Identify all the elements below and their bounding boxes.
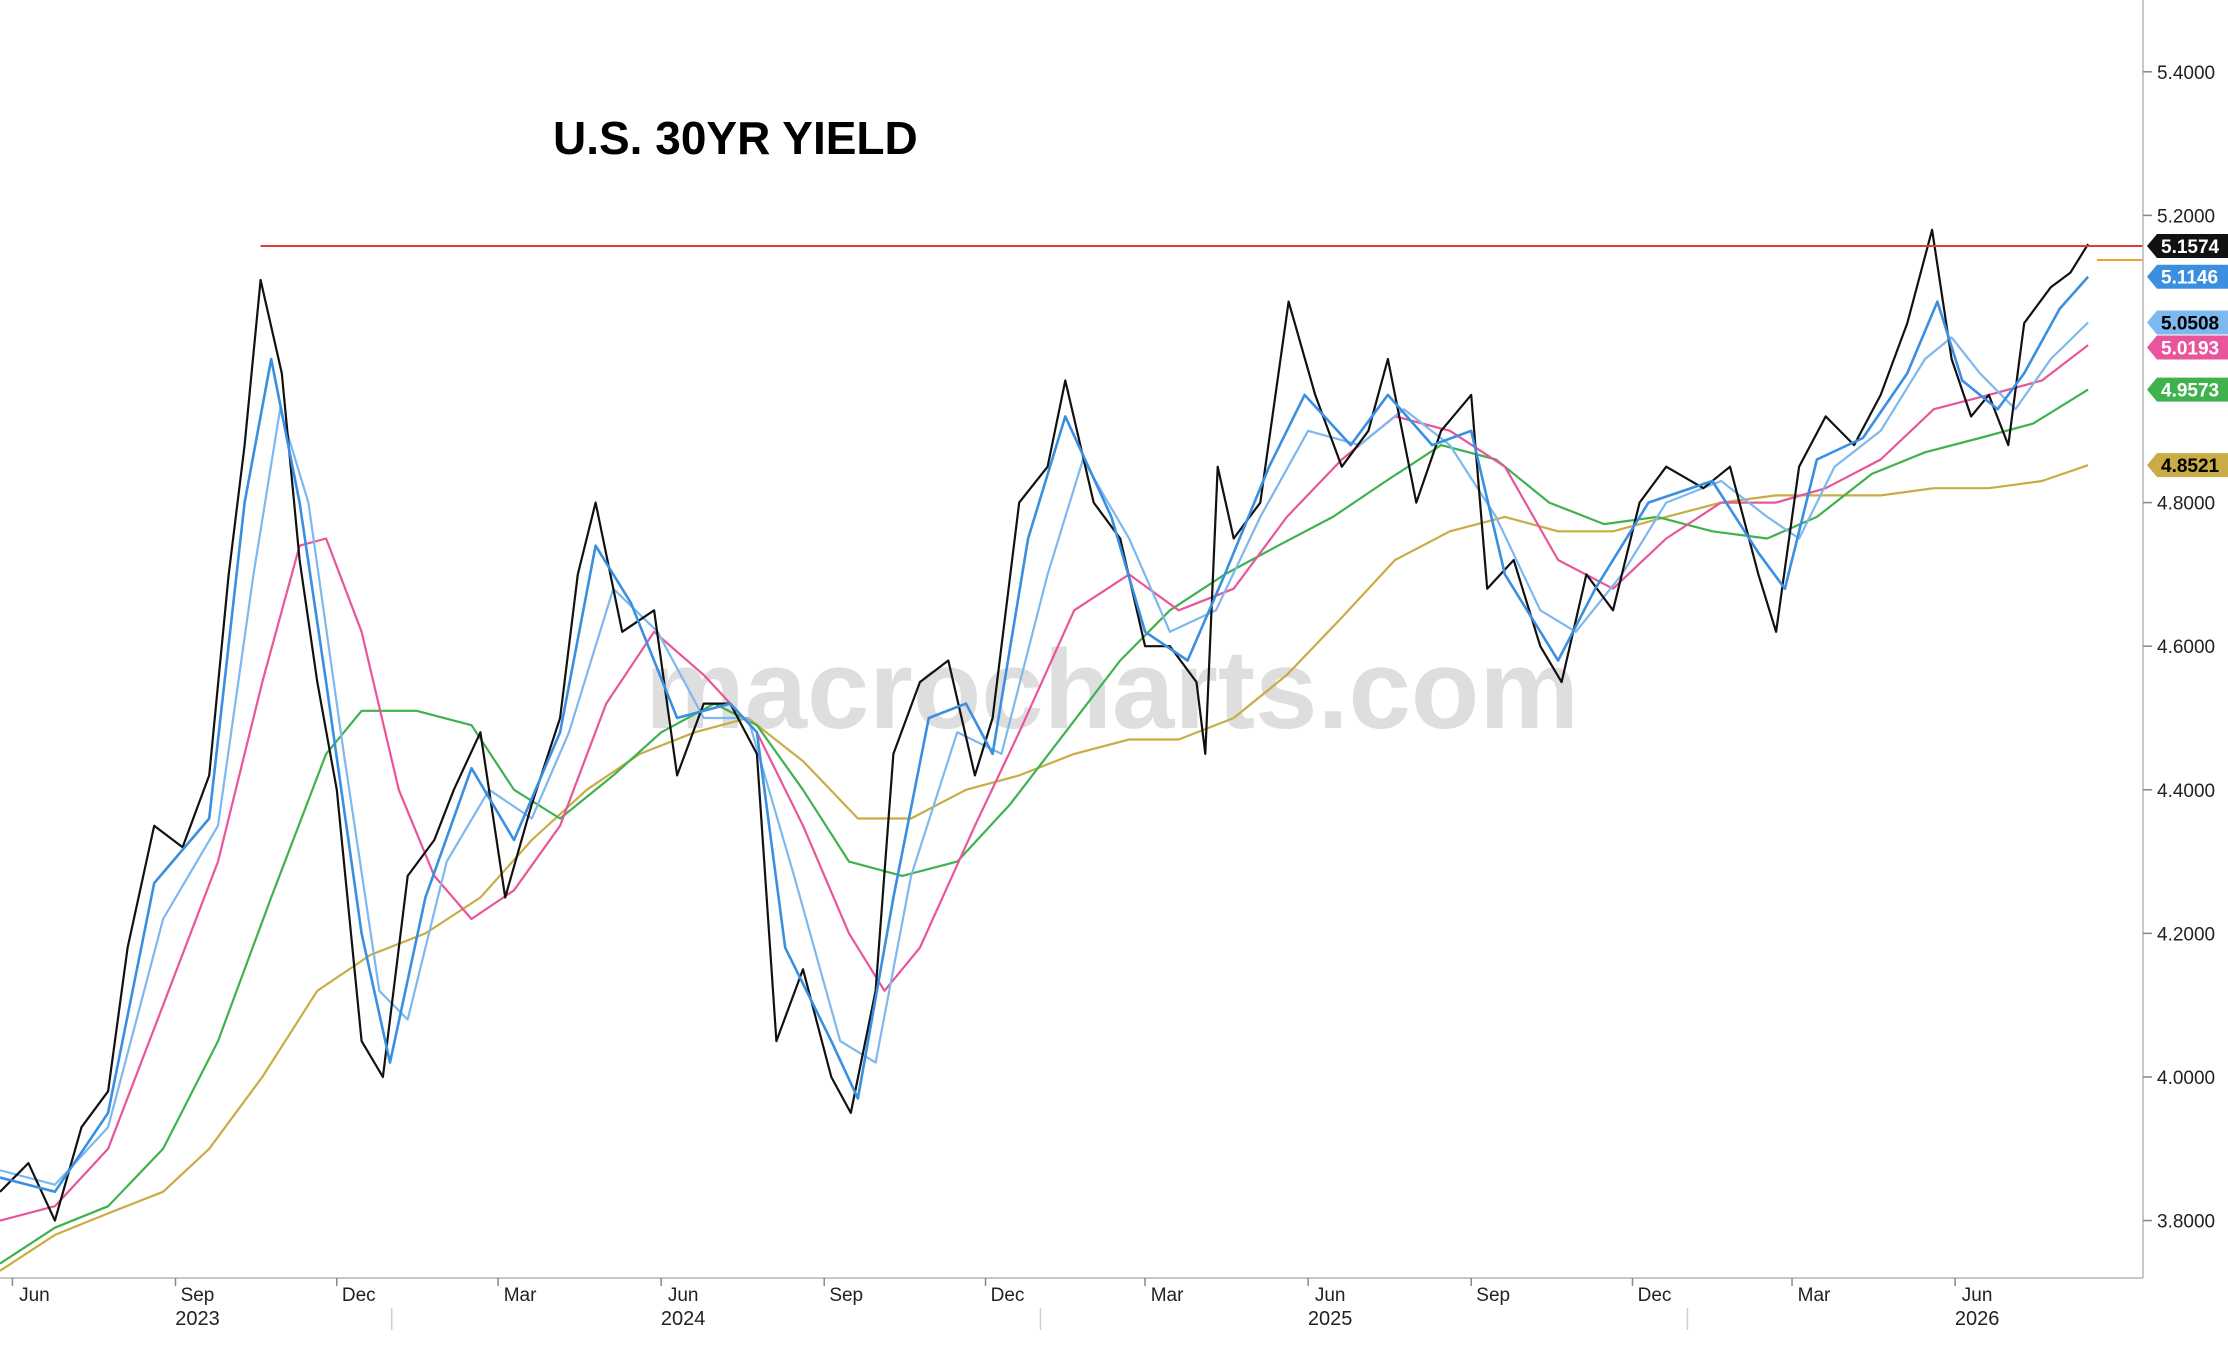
last-value-badge xyxy=(2147,310,2228,335)
x-tick-label: Sep xyxy=(181,1285,215,1306)
x-tick-label: Jun xyxy=(19,1285,50,1306)
series-layer xyxy=(0,228,2090,1272)
last-value-label: 5.1146 xyxy=(2161,268,2218,289)
watermark-layer: macrocharts.com xyxy=(645,627,1579,752)
last-value-label: 5.1574 xyxy=(2161,237,2220,258)
last-value-badge xyxy=(2147,335,2228,360)
x-tick-label: Dec xyxy=(991,1285,1025,1306)
series-line-ma-olive xyxy=(0,464,2089,1272)
x-tick-label: Dec xyxy=(1638,1285,1672,1306)
axes-layer: 5.4000 5.2000 4.8000 4.6000 4.4000 4.2000 4.00… xyxy=(0,0,2215,1330)
series-line-ma-pink xyxy=(0,344,2089,1222)
x-tick-label: Jun xyxy=(1315,1285,1346,1306)
x-year-label: 2026 xyxy=(1955,1308,2000,1330)
last-value-badge xyxy=(2147,264,2228,289)
y-tick-label: 4.6000 xyxy=(2157,637,2215,658)
chart-title: U.S. 30YR YIELD xyxy=(553,112,918,164)
y-tick-label: 3.8000 xyxy=(2157,1212,2215,1233)
y-tick-label: 4.4000 xyxy=(2157,781,2215,802)
resistance-layer xyxy=(260,244,2143,261)
last-value-label: 5.0508 xyxy=(2161,314,2219,335)
x-tick-label: Jun xyxy=(1962,1285,1993,1306)
y-tick-label: 5.2000 xyxy=(2157,206,2215,227)
x-tick-label: Mar xyxy=(1151,1285,1184,1306)
x-tick-label: Sep xyxy=(829,1285,863,1306)
x-tick-label: Sep xyxy=(1476,1285,1510,1306)
last-value-badge xyxy=(2147,453,2228,478)
x-year-label: 2024 xyxy=(661,1308,706,1330)
series-line-ma-green xyxy=(0,388,2089,1265)
watermark-text: macrocharts.com xyxy=(645,627,1579,752)
x-tick-label: Mar xyxy=(1798,1285,1831,1306)
series-line-ma-mid xyxy=(0,321,2089,1186)
last-value-badge xyxy=(2147,233,2228,258)
last-value-label: 4.8521 xyxy=(2161,456,2220,477)
badge-layer: 5.1574 5.1146 5.0508 5.0193 4.9573 4.8521 xyxy=(2147,233,2228,478)
x-tick-label: Jun xyxy=(668,1285,699,1306)
x-tick-label: Mar xyxy=(504,1285,537,1306)
last-value-label: 4.9573 xyxy=(2161,381,2219,402)
y-tick-label: 5.4000 xyxy=(2157,63,2215,84)
last-value-badge xyxy=(2147,377,2228,402)
series-line-ma-fast xyxy=(0,275,2090,1194)
x-tick-label: Dec xyxy=(342,1285,376,1306)
y-tick-label: 4.0000 xyxy=(2157,1068,2215,1089)
series-line-price xyxy=(0,228,2090,1222)
x-year-label: 2023 xyxy=(175,1308,220,1330)
x-year-label: 2025 xyxy=(1308,1308,1353,1330)
last-value-label: 5.0193 xyxy=(2161,339,2219,360)
y-tick-label: 4.8000 xyxy=(2157,494,2215,515)
y-tick-label: 4.2000 xyxy=(2157,924,2215,945)
